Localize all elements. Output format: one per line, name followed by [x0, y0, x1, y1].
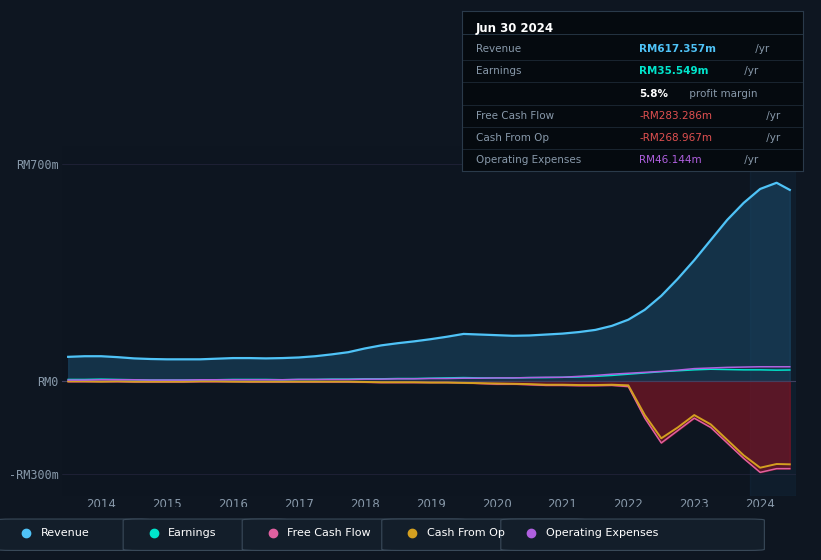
Text: RM46.144m: RM46.144m: [640, 155, 702, 165]
Text: RM617.357m: RM617.357m: [640, 44, 717, 54]
Text: Free Cash Flow: Free Cash Flow: [476, 111, 554, 120]
Text: Cash From Op: Cash From Op: [476, 133, 549, 143]
Text: Cash From Op: Cash From Op: [427, 529, 505, 538]
Text: Earnings: Earnings: [476, 67, 521, 77]
Text: 5.8%: 5.8%: [640, 88, 668, 99]
Text: -RM283.286m: -RM283.286m: [640, 111, 713, 120]
FancyBboxPatch shape: [501, 519, 764, 550]
FancyBboxPatch shape: [382, 519, 586, 550]
Text: /yr: /yr: [741, 155, 758, 165]
Text: Operating Expenses: Operating Expenses: [476, 155, 581, 165]
Text: Free Cash Flow: Free Cash Flow: [287, 529, 371, 538]
Text: /yr: /yr: [763, 133, 780, 143]
FancyBboxPatch shape: [123, 519, 288, 550]
Text: Earnings: Earnings: [168, 529, 217, 538]
FancyBboxPatch shape: [242, 519, 466, 550]
Text: RM35.549m: RM35.549m: [640, 67, 709, 77]
Text: /yr: /yr: [741, 67, 758, 77]
Text: /yr: /yr: [763, 111, 780, 120]
Text: Revenue: Revenue: [41, 529, 89, 538]
Text: Revenue: Revenue: [476, 44, 521, 54]
Bar: [750, 146, 796, 496]
Text: profit margin: profit margin: [686, 88, 758, 99]
Text: Operating Expenses: Operating Expenses: [546, 529, 658, 538]
Text: Jun 30 2024: Jun 30 2024: [476, 22, 554, 35]
Text: -RM268.967m: -RM268.967m: [640, 133, 713, 143]
FancyBboxPatch shape: [0, 519, 151, 550]
Text: /yr: /yr: [752, 44, 769, 54]
